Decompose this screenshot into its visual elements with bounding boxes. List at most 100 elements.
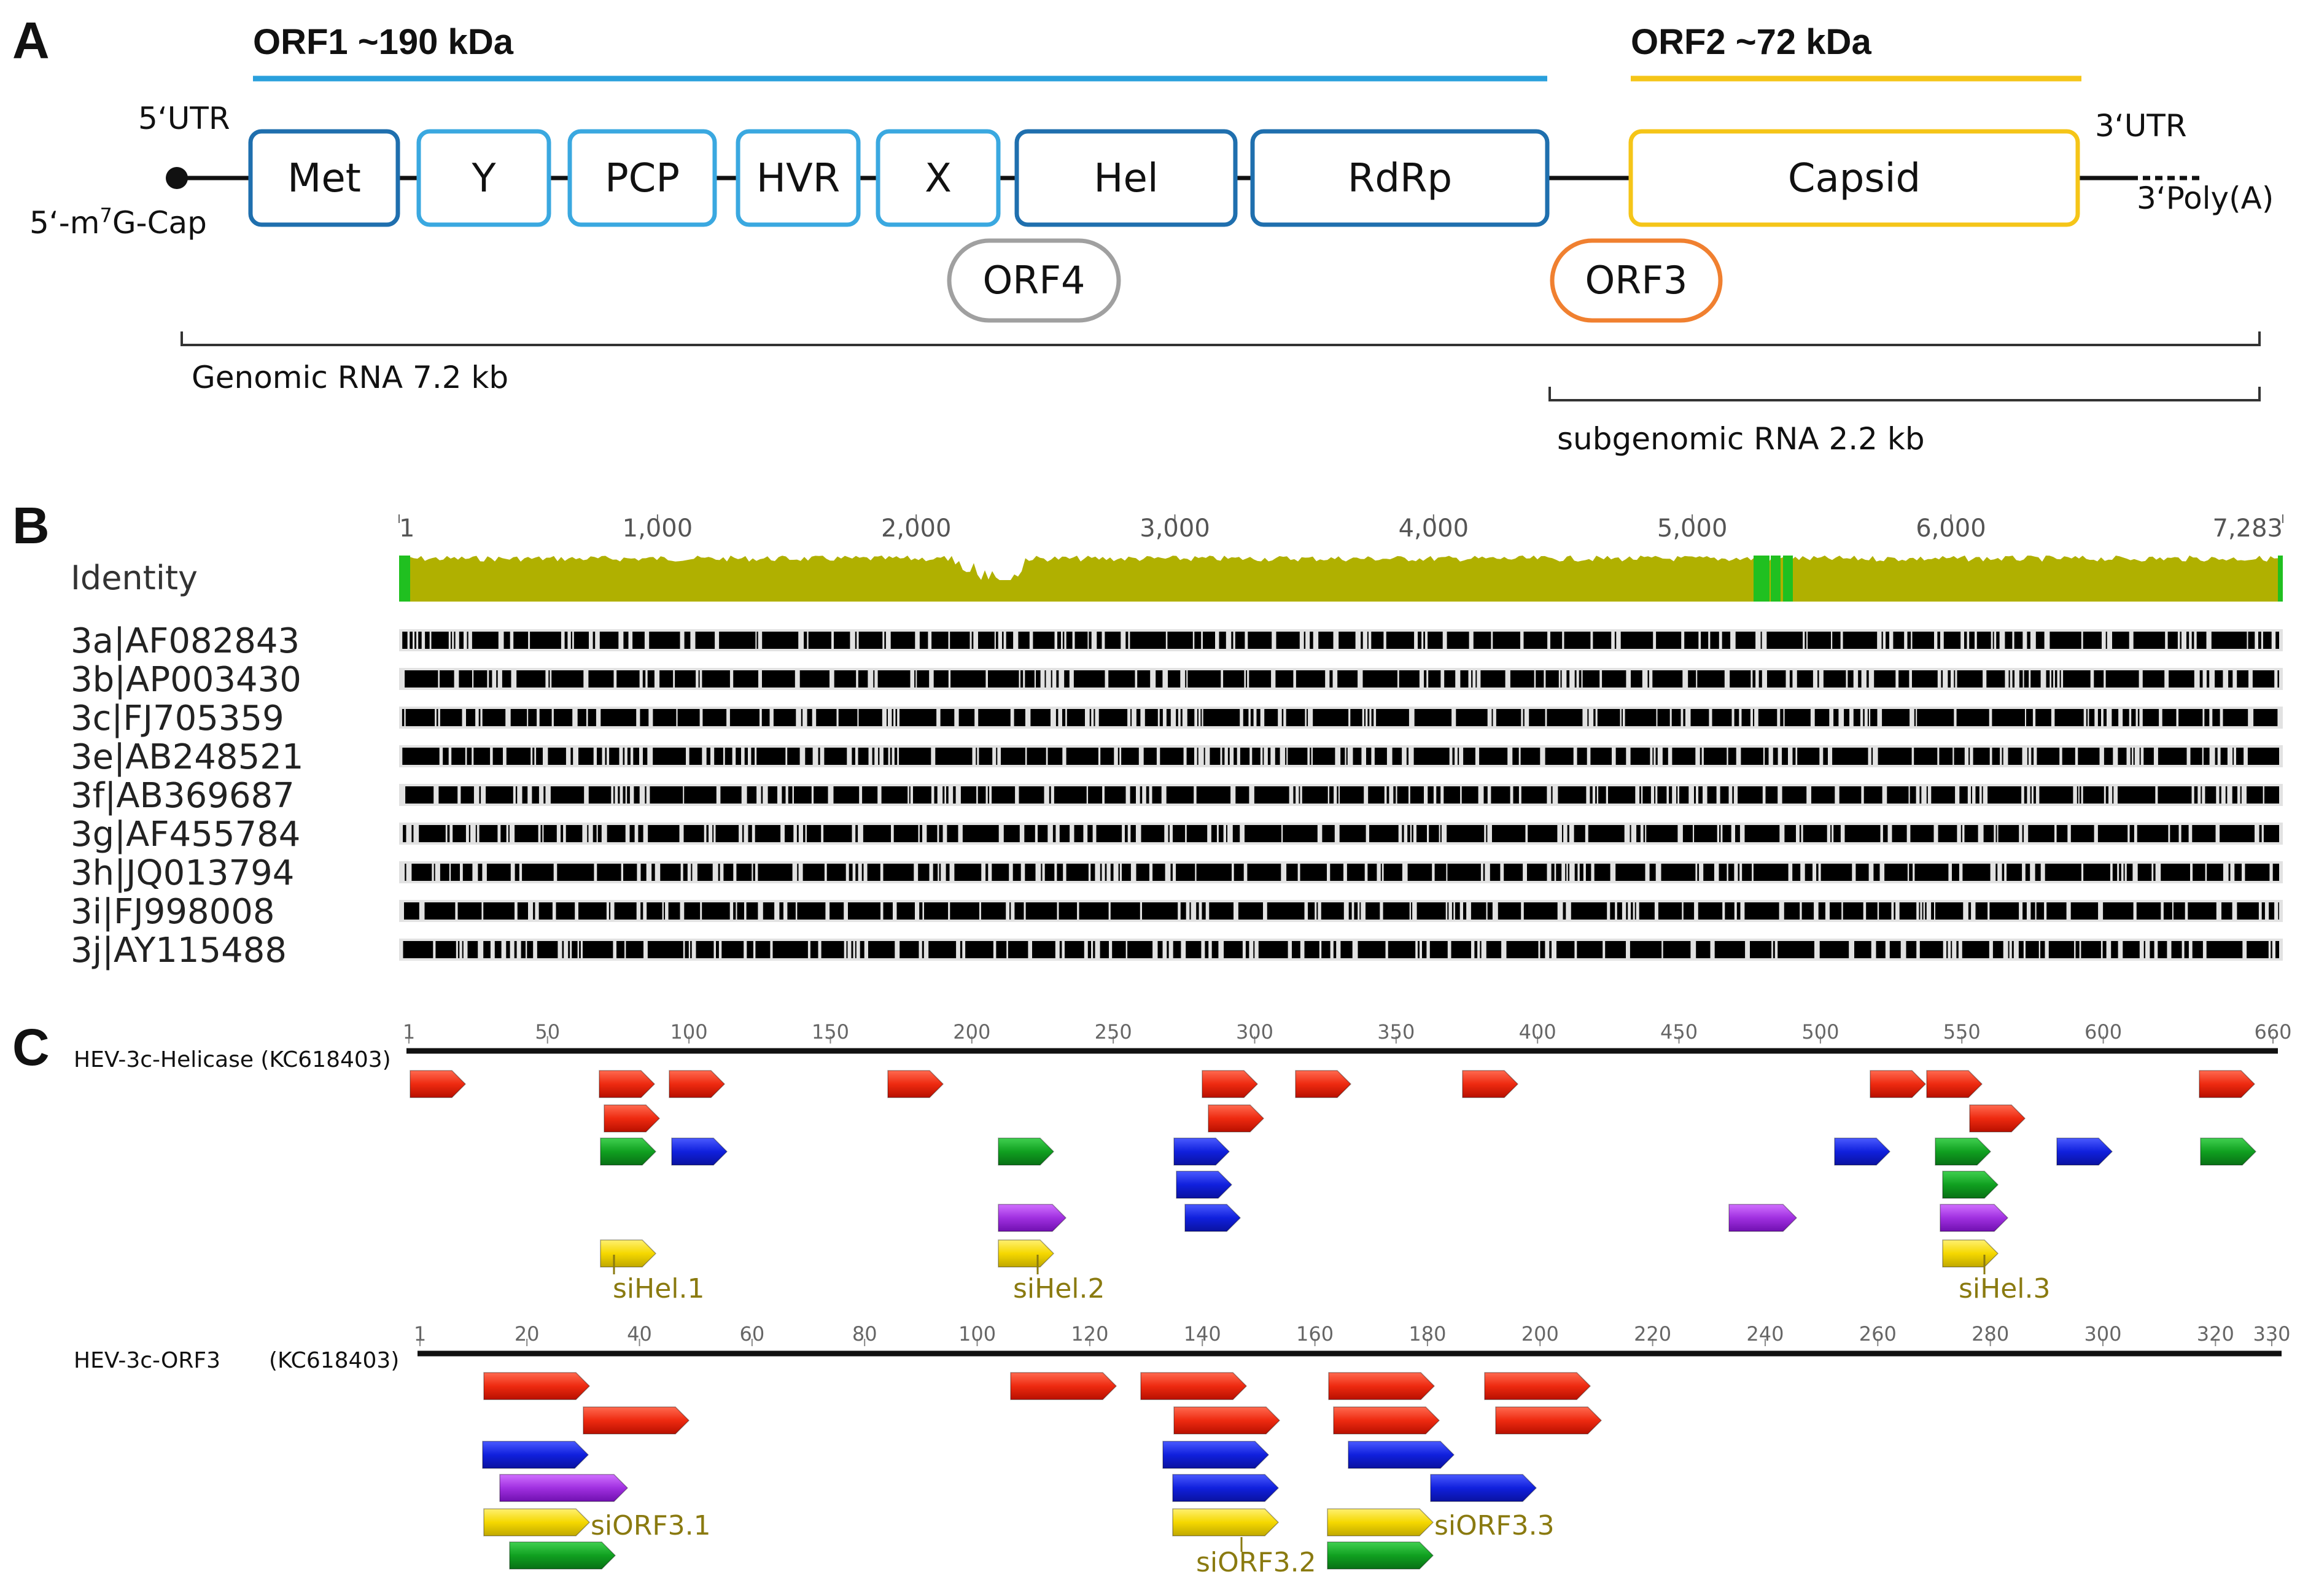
sequence-block	[719, 632, 756, 649]
sequence-block	[489, 670, 492, 688]
identity-green-mark	[1754, 556, 1770, 602]
ruler-tick-label: 200	[1521, 1322, 1559, 1346]
sequence-block	[1784, 902, 1800, 920]
sequence-block	[2133, 632, 2166, 649]
sequence-block	[508, 825, 510, 842]
sequence-block	[405, 709, 435, 726]
ruler-tick-label: 6,000	[1916, 514, 1986, 543]
sequence-block	[1663, 941, 1691, 958]
sequence-block	[1728, 864, 1735, 881]
sequence-block	[510, 709, 527, 726]
sequence-block	[642, 670, 646, 688]
sequence-block	[1941, 670, 1943, 688]
sequence-block	[404, 902, 419, 920]
sequence-block	[1871, 748, 1873, 765]
sequence-block	[1582, 670, 1600, 688]
sequence-block	[924, 902, 949, 920]
sequence-block	[1917, 709, 1954, 726]
sequence-block	[2137, 825, 2169, 842]
sequence-block	[821, 941, 844, 958]
sequence-block	[2162, 709, 2177, 726]
sequence-block	[849, 864, 853, 881]
sequence-block	[1881, 632, 1883, 649]
sequence-block	[1732, 786, 1734, 804]
sequence-block	[2186, 632, 2189, 649]
sequence-block	[1361, 632, 1363, 649]
green-sirna-arrow	[998, 1137, 1055, 1166]
sequence-block	[1975, 786, 1979, 804]
sequence-block	[1159, 709, 1163, 726]
sequence-block	[1100, 941, 1109, 958]
sequence-block	[1052, 825, 1056, 842]
sequence-block	[1720, 786, 1729, 804]
sequence-block	[577, 709, 586, 726]
sequence-block	[1286, 864, 1298, 881]
blue-sirna-arrow	[1348, 1441, 1455, 1469]
sequence-block	[1447, 825, 1485, 842]
ruler-tick-label: 220	[1634, 1322, 1671, 1346]
sequence-block	[1211, 825, 1217, 842]
sequence-block	[1460, 670, 1469, 688]
sequence-block	[634, 786, 640, 804]
sequence-block	[2269, 902, 2275, 920]
sequence-block	[1605, 941, 1626, 958]
sequence-block	[1910, 825, 1934, 842]
sequence-block	[690, 941, 692, 958]
sequence-block	[2035, 709, 2051, 726]
sequence-block	[1491, 786, 1510, 804]
sequence-block	[706, 825, 709, 842]
sequence-block	[1064, 670, 1070, 688]
ruler-tick-label: 160	[1296, 1322, 1334, 1346]
sequence-block	[810, 941, 818, 958]
sequence-block	[2027, 632, 2030, 649]
sequence-block	[1173, 941, 1181, 958]
sequence-block	[1231, 632, 1234, 649]
sequence-block	[607, 825, 626, 842]
sequence-block	[1506, 941, 1539, 958]
sequence-block	[1407, 864, 1432, 881]
sequence-block	[958, 709, 975, 726]
sequence-block	[1782, 786, 1807, 804]
sequence-block	[855, 825, 858, 842]
sequence-block	[1560, 670, 1562, 688]
sequence-block	[2007, 864, 2022, 881]
sequence-block	[1243, 709, 1249, 726]
sequence-block	[838, 709, 858, 726]
sequence-block	[1366, 748, 1372, 765]
sequence-block	[2153, 864, 2156, 881]
sequence-block	[1867, 670, 1869, 688]
sequence-block	[459, 632, 464, 649]
sequence-label: 3g|AF455784	[71, 815, 300, 854]
sequence-block	[2247, 786, 2263, 804]
domain-hvr-box	[736, 129, 861, 227]
sequence-block	[2112, 786, 2114, 804]
sequence-block	[1186, 941, 1202, 958]
sequence-block	[2103, 902, 2134, 920]
utr3-label: 3‘UTR	[2095, 108, 2187, 144]
sequence-block	[1340, 748, 1345, 765]
sequence-block	[539, 709, 552, 726]
sequence-block	[1799, 825, 1801, 842]
sequence-block	[2112, 709, 2119, 726]
sequence-block	[475, 825, 477, 842]
sequence-block	[1362, 670, 1397, 688]
sequence-block	[503, 632, 510, 649]
yellow-sirna-arrow	[483, 1508, 591, 1536]
sequence-block	[1210, 748, 1221, 765]
sequence-block	[2040, 941, 2045, 958]
sequence-block	[1528, 825, 1558, 842]
genomic-rna-label: Genomic RNA 7.2 kb	[192, 360, 508, 395]
sequence-block	[1657, 709, 1670, 726]
sequence-block	[1833, 825, 1841, 842]
sequence-block	[2030, 786, 2032, 804]
sequence-block	[2008, 941, 2010, 958]
sequence-block	[1712, 709, 1732, 726]
sequence-block	[451, 864, 460, 881]
sequence-block	[1354, 902, 1358, 920]
green-sirna-arrow	[1942, 1171, 1999, 1199]
sequence-block	[1140, 786, 1143, 804]
subgenomic-rna-label: subgenomic RNA 2.2 kb	[1557, 421, 1925, 457]
sequence-block	[960, 786, 977, 804]
sequence-block	[2111, 941, 2118, 958]
sequence-block	[2024, 786, 2027, 804]
